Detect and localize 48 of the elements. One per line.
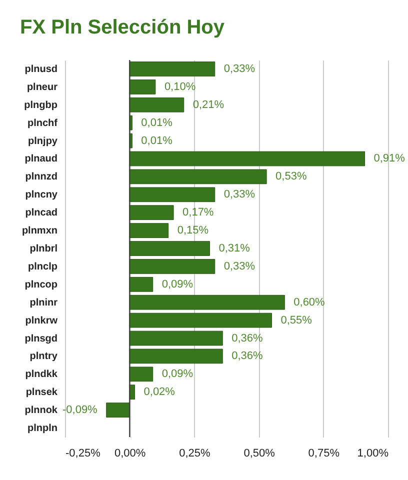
y-tick-label: plntry (30, 351, 58, 362)
data-label: 0,33% (224, 188, 256, 201)
data-label: 0,91% (374, 152, 406, 165)
data-label: 0,36% (232, 332, 264, 344)
data-label: 0,53% (276, 170, 307, 183)
data-label: 0,36% (232, 350, 264, 362)
x-tick-label: -0,25% (66, 448, 101, 460)
y-tick-label: plnsek (26, 387, 58, 398)
data-label: 0,33% (224, 260, 256, 272)
y-tick-label: plnjpy (28, 136, 58, 147)
x-tick-label: 1,00% (357, 448, 389, 460)
data-label: 0,17% (182, 206, 214, 219)
y-tick-label: plnclp (28, 261, 58, 272)
y-tick-label: plnnok (24, 405, 58, 416)
x-tick-label: 0,25% (179, 448, 211, 460)
y-tick-label: plnaud (24, 154, 58, 165)
x-tick-label: 0,00% (114, 448, 146, 460)
y-tick-label: plnsgd (24, 333, 58, 344)
data-label: 0,09% (162, 368, 194, 380)
y-tick-label: plncny (25, 190, 58, 201)
y-tick-label: plnusd (24, 64, 58, 75)
data-label: 0,02% (144, 386, 176, 398)
y-tick-label: plndkk (25, 369, 58, 380)
data-label: 0,21% (192, 98, 224, 111)
data-label: 0,15% (177, 224, 209, 237)
y-tick-label: plncop (24, 279, 58, 290)
data-label: 0,10% (164, 80, 196, 93)
y-tick-label: plnnzd (25, 172, 58, 183)
y-tick-label: plnchf (28, 118, 58, 129)
y-tick-label: plneur (26, 82, 58, 93)
data-label: 0,31% (218, 242, 250, 254)
y-tick-label: plnkrw (25, 315, 58, 326)
chart-title: FX Pln Selección Hoy (20, 16, 226, 38)
y-tick-label: plninr (30, 297, 58, 308)
x-tick-label: 0,75% (308, 448, 340, 460)
data-label: 0,60% (294, 296, 326, 308)
y-tick-label: plnbrl (30, 244, 58, 254)
data-label: 0,01% (141, 134, 173, 147)
y-tick-label: plngbp (24, 100, 58, 111)
y-tick-label: plnmxn (22, 226, 58, 237)
data-label: 0,01% (141, 116, 173, 129)
y-tick-label: plnpln (28, 423, 58, 434)
data-label: -0,09% (62, 404, 98, 416)
y-tick-label: plncad (25, 208, 58, 219)
data-label: 0,55% (280, 314, 312, 326)
x-tick-label: 0,50% (244, 448, 276, 460)
data-label: 0,09% (162, 278, 194, 290)
data-label: 0,33% (224, 62, 256, 75)
